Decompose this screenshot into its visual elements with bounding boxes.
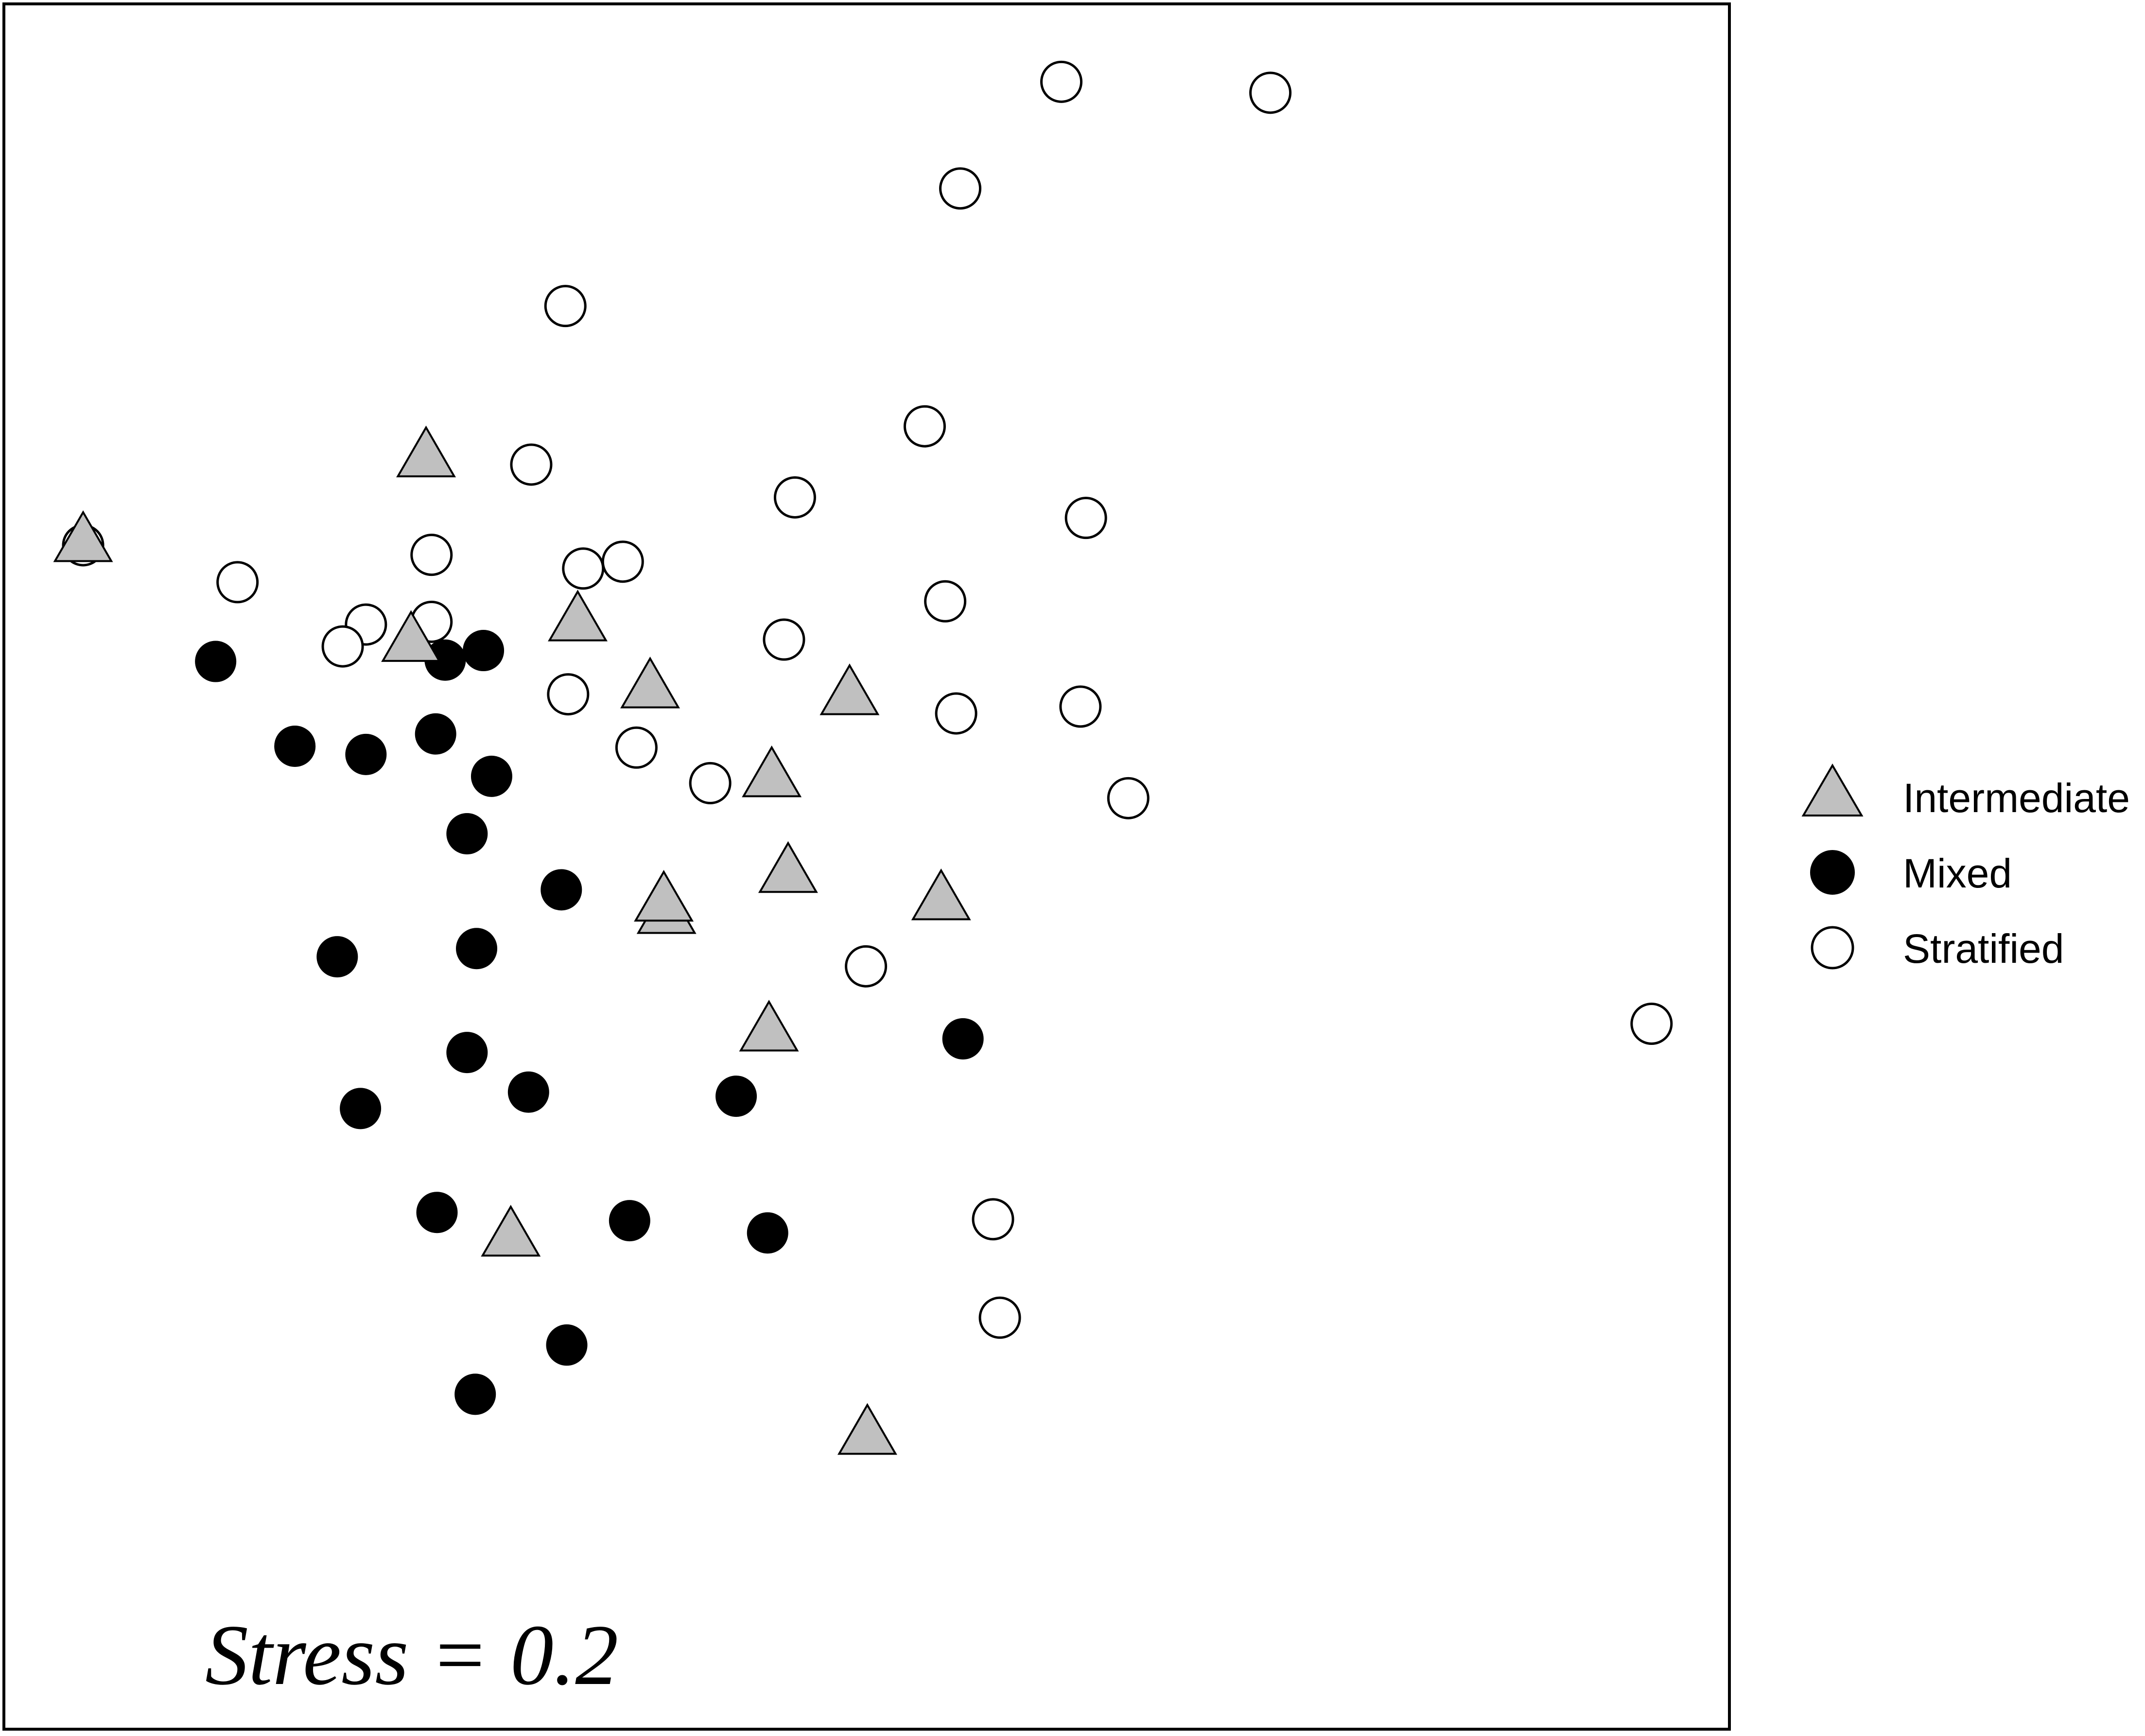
mixed-point bbox=[541, 869, 582, 911]
mixed-point bbox=[195, 641, 237, 682]
mixed-point bbox=[715, 1076, 757, 1117]
legend-triangle-icon bbox=[1801, 764, 1864, 816]
stress-annotation: Stress = 0.2 bbox=[205, 1607, 619, 1703]
stratified-point bbox=[845, 945, 888, 988]
mixed-point bbox=[609, 1200, 650, 1242]
mixed-point bbox=[456, 928, 498, 970]
mixed-point bbox=[446, 1032, 488, 1074]
intermediate-point bbox=[381, 610, 441, 662]
legend-label-intermediate: Intermediate bbox=[1903, 775, 2130, 821]
mixed-point bbox=[454, 1373, 496, 1415]
stratified-point bbox=[562, 547, 605, 590]
data-points bbox=[53, 60, 1673, 1455]
stratified-point bbox=[689, 762, 732, 804]
legend-open-circle-icon bbox=[1811, 926, 1854, 970]
stratified-point bbox=[615, 726, 658, 769]
stratified-point bbox=[935, 692, 977, 735]
stratified-point bbox=[1040, 60, 1083, 103]
intermediate-point bbox=[481, 1205, 541, 1257]
intermediate-point bbox=[837, 1403, 897, 1455]
stratified-point bbox=[216, 561, 259, 604]
stratified-point bbox=[321, 625, 364, 668]
stratified-point bbox=[972, 1198, 1014, 1241]
legend-label-mixed: Mixed bbox=[1903, 851, 2012, 896]
legend: Intermediate Mixed Stratified bbox=[1798, 763, 2139, 989]
intermediate-point bbox=[634, 869, 694, 922]
intermediate-point bbox=[739, 1000, 799, 1052]
legend-filled-circle-icon bbox=[1810, 850, 1855, 895]
stratified-point bbox=[1249, 71, 1292, 114]
mixed-point bbox=[942, 1018, 984, 1059]
mixed-point bbox=[546, 1324, 588, 1366]
stratified-point bbox=[978, 1296, 1021, 1339]
mixed-point bbox=[416, 1192, 458, 1233]
intermediate-point bbox=[548, 590, 608, 642]
mixed-point bbox=[316, 936, 358, 978]
intermediate-point bbox=[911, 868, 971, 920]
mixed-point bbox=[274, 725, 316, 767]
mixed-point bbox=[507, 1071, 549, 1113]
stratified-point bbox=[1107, 777, 1150, 819]
intermediate-point bbox=[620, 657, 680, 709]
stratified-point bbox=[410, 534, 453, 576]
stratified-point bbox=[1630, 1002, 1673, 1045]
legend-item-intermediate: Intermediate bbox=[1798, 763, 2139, 838]
stratified-point bbox=[510, 443, 553, 486]
mixed-point bbox=[345, 733, 387, 775]
plot-frame bbox=[2, 2, 1731, 1731]
intermediate-point bbox=[820, 663, 880, 715]
stratified-point bbox=[544, 285, 587, 328]
stratified-point bbox=[939, 167, 982, 210]
mixed-point bbox=[463, 630, 505, 672]
mixed-point bbox=[471, 755, 512, 797]
intermediate-point bbox=[53, 510, 113, 562]
intermediate-point bbox=[742, 745, 802, 798]
stratified-point bbox=[1059, 685, 1102, 728]
stratified-point bbox=[601, 540, 644, 583]
legend-item-stratified: Stratified bbox=[1798, 914, 2139, 989]
legend-label-stratified: Stratified bbox=[1903, 926, 2064, 972]
stratified-point bbox=[924, 580, 967, 623]
mixed-point bbox=[446, 813, 488, 854]
intermediate-point bbox=[396, 425, 456, 478]
legend-item-mixed: Mixed bbox=[1798, 838, 2139, 914]
mixed-point bbox=[415, 713, 456, 755]
mixed-point bbox=[747, 1212, 788, 1254]
stratified-point bbox=[547, 673, 590, 716]
stratified-point bbox=[763, 618, 805, 661]
mixed-point bbox=[340, 1088, 382, 1129]
intermediate-point bbox=[758, 841, 818, 893]
stratified-point bbox=[903, 405, 946, 448]
stratified-point bbox=[773, 476, 816, 519]
stratified-point bbox=[1064, 497, 1107, 539]
